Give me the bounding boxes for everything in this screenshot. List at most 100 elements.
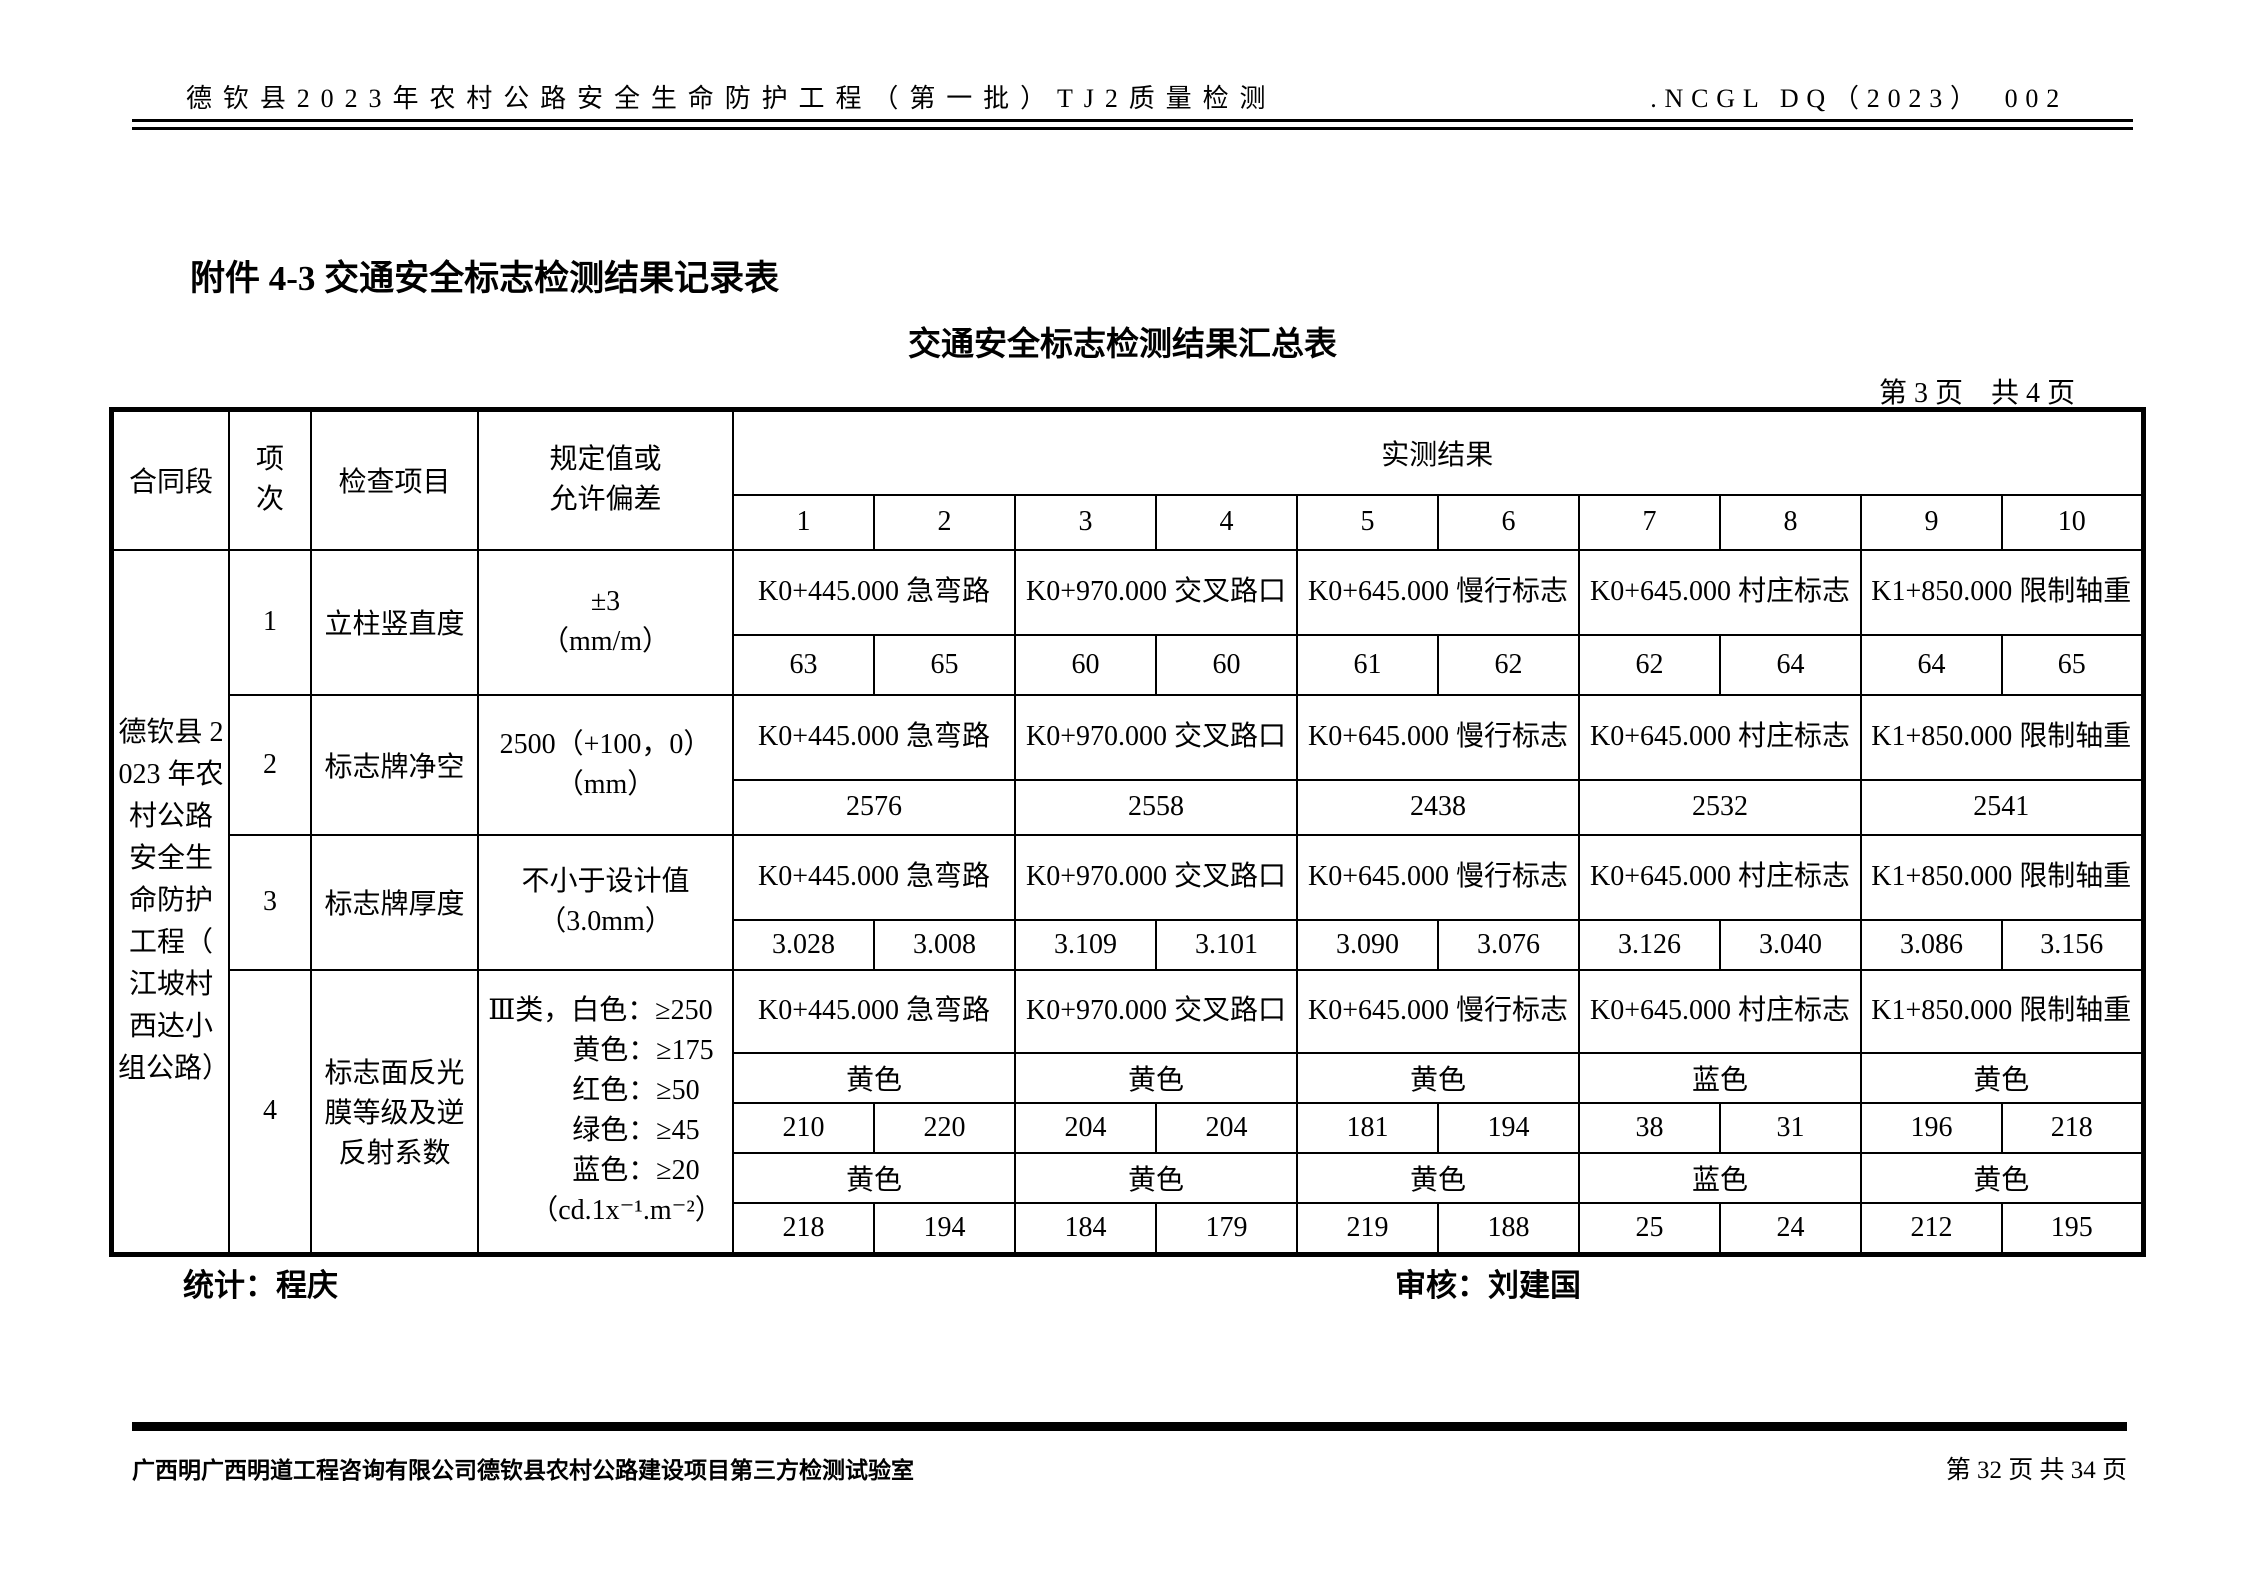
value-cell: 64 bbox=[1860, 633, 2003, 696]
value-cell: 218 bbox=[732, 1201, 875, 1256]
value-cell: 24 bbox=[1719, 1201, 1862, 1256]
value-cell: 188 bbox=[1437, 1201, 1580, 1256]
value-cell: 3.028 bbox=[732, 918, 875, 971]
value-cell: 3.156 bbox=[2001, 918, 2144, 971]
header-col-num: 7 bbox=[1578, 493, 1721, 551]
station-cell: K1+850.000 限制轴重 bbox=[1860, 833, 2144, 921]
item-no-cell: 2 bbox=[228, 693, 312, 836]
header-contract: 合同段 bbox=[110, 408, 230, 551]
check-item-cell: 立柱竖直度 bbox=[310, 548, 479, 696]
header-divider bbox=[132, 119, 2133, 130]
running-header: 德钦县2023年农村公路安全生命防护工程（第一批）TJ2质量检测 .NCGL D… bbox=[186, 78, 2067, 115]
value-cell: 210 bbox=[732, 1101, 875, 1154]
value-cell: 3.008 bbox=[873, 918, 1016, 971]
summary-title: 交通安全标志检测结果汇总表 bbox=[908, 327, 1337, 363]
value-cell: 2576 bbox=[732, 778, 1016, 836]
value-cell: 196 bbox=[1860, 1101, 2003, 1154]
station-cell: K0+645.000 村庄标志 bbox=[1578, 968, 1862, 1054]
value-cell: 212 bbox=[1860, 1201, 2003, 1256]
color-cell: 黄色 bbox=[1014, 1151, 1298, 1204]
value-cell: 31 bbox=[1719, 1101, 1862, 1154]
check-item-cell: 标志面反光膜等级及逆反射系数 bbox=[310, 968, 479, 1256]
header-col-num: 9 bbox=[1860, 493, 2003, 551]
station-cell: K1+850.000 限制轴重 bbox=[1860, 968, 2144, 1054]
footer-divider bbox=[132, 1422, 2127, 1431]
item-no-cell: 4 bbox=[228, 968, 312, 1256]
header-spec: 规定值或允许偏差 bbox=[477, 408, 734, 551]
value-cell: 2438 bbox=[1296, 778, 1580, 836]
station-cell: K0+970.000 交叉路口 bbox=[1014, 693, 1298, 781]
value-cell: 219 bbox=[1296, 1201, 1439, 1256]
value-cell: 204 bbox=[1155, 1101, 1298, 1154]
spec-cell: Ⅲ类，白色：≥250 黄色：≥175 红色：≥50 绿色：≥45 蓝色：≥20 … bbox=[477, 968, 734, 1256]
attachment-title: 附件 4-3 交通安全标志检测结果记录表 bbox=[190, 259, 780, 298]
value-cell: 3.101 bbox=[1155, 918, 1298, 971]
header-col-num: 3 bbox=[1014, 493, 1157, 551]
value-cell: 65 bbox=[2001, 633, 2144, 696]
value-cell: 60 bbox=[1155, 633, 1298, 696]
value-cell: 3.086 bbox=[1860, 918, 2003, 971]
value-cell: 38 bbox=[1578, 1101, 1721, 1154]
station-cell: K0+645.000 慢行标志 bbox=[1296, 693, 1580, 781]
value-cell: 2532 bbox=[1578, 778, 1862, 836]
header-check-item: 检查项目 bbox=[310, 408, 479, 551]
spec-cell: ±3 （mm/m） bbox=[477, 548, 734, 696]
station-cell: K0+445.000 急弯路 bbox=[732, 833, 1016, 921]
station-cell: K0+645.000 村庄标志 bbox=[1578, 693, 1862, 781]
review-label: 审核：刘建国 bbox=[1395, 1268, 1581, 1303]
running-header-right: .NCGL DQ（2023） 002 bbox=[1650, 84, 2067, 113]
value-cell: 195 bbox=[2001, 1201, 2144, 1256]
value-cell: 3.090 bbox=[1296, 918, 1439, 971]
value-cell: 62 bbox=[1578, 633, 1721, 696]
value-cell: 61 bbox=[1296, 633, 1439, 696]
value-cell: 194 bbox=[873, 1201, 1016, 1256]
value-cell: 2558 bbox=[1014, 778, 1298, 836]
color-cell: 黄色 bbox=[732, 1051, 1016, 1104]
station-cell: K0+970.000 交叉路口 bbox=[1014, 548, 1298, 636]
footer-page-number: 第 32 页 共 34 页 bbox=[1945, 1457, 2127, 1484]
sheet-page-note: 第 3 页 共 4 页 bbox=[1878, 378, 2075, 409]
value-cell: 3.126 bbox=[1578, 918, 1721, 971]
check-item-cell: 标志牌厚度 bbox=[310, 833, 479, 971]
value-cell: 181 bbox=[1296, 1101, 1439, 1154]
spec-cell: 不小于设计值 （3.0mm） bbox=[477, 833, 734, 971]
station-cell: K1+850.000 限制轴重 bbox=[1860, 548, 2144, 636]
station-cell: K0+645.000 慢行标志 bbox=[1296, 968, 1580, 1054]
color-cell: 黄色 bbox=[732, 1151, 1016, 1204]
stats-label: 统计：程庆 bbox=[183, 1268, 338, 1303]
results-table: 合同段 项次 检查项目 规定值或允许偏差 实测结果 1 2 3 4 5 6 7 … bbox=[109, 407, 2146, 1257]
header-col-num: 2 bbox=[873, 493, 1016, 551]
color-cell: 黄色 bbox=[1296, 1051, 1580, 1104]
value-cell: 60 bbox=[1014, 633, 1157, 696]
header-results: 实测结果 bbox=[732, 408, 2144, 496]
value-cell: 218 bbox=[2001, 1101, 2144, 1154]
item-no-cell: 1 bbox=[228, 548, 312, 696]
value-cell: 184 bbox=[1014, 1201, 1157, 1256]
value-cell: 63 bbox=[732, 633, 875, 696]
station-cell: K0+645.000 慢行标志 bbox=[1296, 833, 1580, 921]
station-cell: K0+445.000 急弯路 bbox=[732, 548, 1016, 636]
value-cell: 2541 bbox=[1860, 778, 2144, 836]
color-cell: 黄色 bbox=[1860, 1151, 2144, 1204]
station-cell: K0+645.000 村庄标志 bbox=[1578, 833, 1862, 921]
header-col-num: 5 bbox=[1296, 493, 1439, 551]
contract-cell: 德钦县 2023 年农村公路安全生命防护工程（江坡村西达小组公路） bbox=[110, 548, 230, 1256]
item-no-cell: 3 bbox=[228, 833, 312, 971]
station-cell: K1+850.000 限制轴重 bbox=[1860, 693, 2144, 781]
color-cell: 蓝色 bbox=[1578, 1151, 1862, 1204]
check-item-cell: 标志牌净空 bbox=[310, 693, 479, 836]
station-cell: K0+445.000 急弯路 bbox=[732, 968, 1016, 1054]
station-cell: K0+970.000 交叉路口 bbox=[1014, 833, 1298, 921]
value-cell: 62 bbox=[1437, 633, 1580, 696]
station-cell: K0+970.000 交叉路口 bbox=[1014, 968, 1298, 1054]
header-col-num: 1 bbox=[732, 493, 875, 551]
color-cell: 黄色 bbox=[1860, 1051, 2144, 1104]
header-item-no: 项次 bbox=[228, 408, 312, 551]
value-cell: 65 bbox=[873, 633, 1016, 696]
value-cell: 3.109 bbox=[1014, 918, 1157, 971]
header-col-num: 10 bbox=[2001, 493, 2144, 551]
value-cell: 194 bbox=[1437, 1101, 1580, 1154]
value-cell: 179 bbox=[1155, 1201, 1298, 1256]
page-footer: 广西明广西明道工程咨询有限公司德钦县农村公路建设项目第三方检测试验室 第 32 … bbox=[132, 1450, 2127, 1486]
color-cell: 黄色 bbox=[1014, 1051, 1298, 1104]
